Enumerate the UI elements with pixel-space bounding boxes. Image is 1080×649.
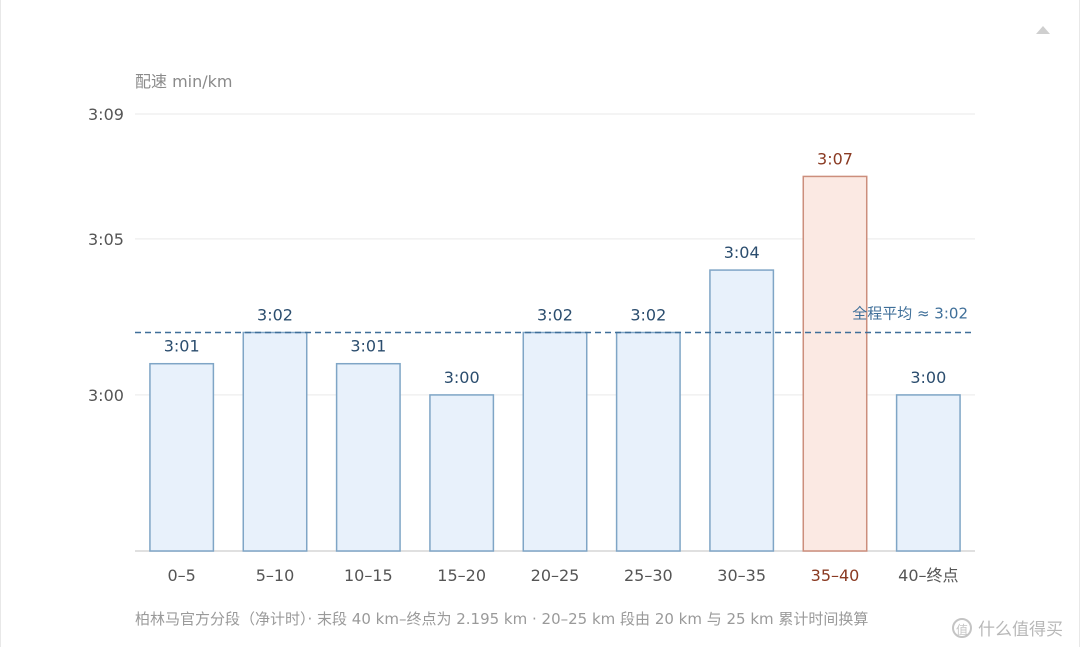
bar-value-label: 3:04 <box>724 243 760 262</box>
bar <box>149 362 215 552</box>
bar-value-label: 3:00 <box>444 368 480 387</box>
bar <box>335 362 401 552</box>
watermark-text: 什么值得买 <box>978 620 1063 640</box>
bar <box>895 394 961 552</box>
bar <box>802 175 868 552</box>
bar <box>522 331 588 552</box>
bar-value-label: 3:00 <box>910 368 946 387</box>
x-tick-label: 40–终点 <box>898 566 958 585</box>
x-tick-label: 0–5 <box>167 566 195 585</box>
y-axis-title: 配速 min/km <box>135 72 233 91</box>
x-tick-label: 15–20 <box>437 566 486 585</box>
bar <box>615 331 681 552</box>
x-tick-label: 20–25 <box>531 566 580 585</box>
y-tick-label: 3:05 <box>88 230 124 249</box>
average-label: 全程平均 ≈ 3:02 <box>852 305 968 323</box>
bar <box>429 394 495 552</box>
scroll-up-arrow-icon[interactable] <box>1036 26 1050 34</box>
bar-value-label: 3:02 <box>630 306 666 325</box>
bar-value-label: 3:02 <box>537 306 573 325</box>
x-tick-label: 25–30 <box>624 566 673 585</box>
y-tick-label: 3:00 <box>88 386 124 405</box>
bar-value-label: 3:01 <box>350 337 386 356</box>
x-tick-label: 30–35 <box>717 566 766 585</box>
bar <box>242 331 308 552</box>
bar-value-label: 3:01 <box>164 337 200 356</box>
bar <box>709 269 775 552</box>
x-tick-label: 35–40 <box>811 566 860 585</box>
bar-value-label: 3:02 <box>257 306 293 325</box>
watermark: 值 什么值得买 <box>952 615 1063 640</box>
bar-value-label: 3:07 <box>817 149 853 168</box>
watermark-logo-icon: 值 <box>952 617 972 638</box>
y-tick-label: 3:09 <box>88 105 124 124</box>
x-tick-label: 5–10 <box>256 566 295 585</box>
x-tick-label: 10–15 <box>344 566 393 585</box>
footnote: 柏林马官方分段（净计时）· 末段 40 km–终点为 2.195 km · 20… <box>135 610 869 628</box>
